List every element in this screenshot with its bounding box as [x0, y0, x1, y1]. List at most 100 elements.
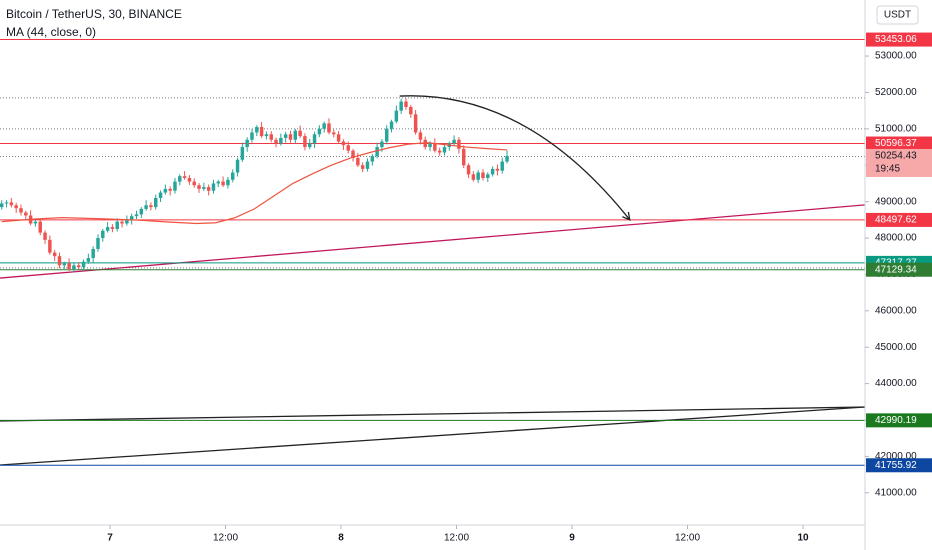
candle-body	[385, 128, 389, 142]
candle-body	[317, 128, 322, 135]
candle-body	[105, 227, 110, 231]
candle-body	[274, 139, 278, 144]
candle-body	[158, 192, 163, 198]
candle-body	[490, 168, 495, 175]
candle-body	[259, 127, 264, 137]
candle-body	[206, 187, 211, 191]
candle-body	[322, 123, 326, 129]
candle-body	[72, 265, 76, 269]
candle-body	[62, 263, 67, 266]
candle-body	[303, 136, 307, 148]
x-tick-label: 9	[569, 533, 575, 544]
candle-body	[0, 203, 4, 208]
candle-body	[356, 157, 360, 166]
candle-body	[139, 208, 144, 215]
x-tick-label: 10	[797, 533, 809, 544]
candle-body	[288, 134, 293, 140]
y-tick-label: 42000.00	[875, 451, 917, 462]
candle-body	[163, 188, 168, 193]
candle-body	[154, 197, 158, 208]
candle-body	[466, 165, 471, 175]
candle-body	[134, 214, 139, 217]
candle-body	[312, 134, 317, 144]
candle-body	[462, 148, 466, 166]
candle-body	[308, 143, 312, 148]
candle-body	[86, 258, 91, 262]
price-label: 42990.19	[875, 415, 917, 426]
candle-body	[197, 185, 201, 189]
currency-label[interactable]: USDT	[884, 10, 911, 21]
candle-body	[332, 132, 336, 135]
candle-body	[173, 181, 177, 191]
candle-body	[283, 134, 288, 138]
y-tick-label: 53000.00	[875, 51, 917, 62]
candle-body	[96, 238, 100, 249]
candle-body	[437, 150, 442, 153]
candle-body	[91, 248, 95, 259]
candle-body	[380, 141, 384, 148]
x-tick-label: 7	[107, 533, 113, 544]
moving-average	[1, 142, 508, 225]
candle-body	[433, 143, 437, 151]
last-price-bg	[866, 148, 932, 177]
candle-body	[442, 147, 447, 153]
candle-body	[365, 161, 370, 169]
price-axis: 41000.0042000.0043000.0044000.0045000.00…	[865, 32, 932, 498]
candle-body	[471, 174, 476, 180]
candle-body	[279, 137, 283, 144]
x-tick-label: 12:00	[213, 533, 238, 544]
candle-body	[341, 141, 346, 146]
candle-body	[264, 134, 269, 137]
candle-body	[476, 172, 480, 180]
candle-body	[240, 147, 245, 160]
candle-body	[428, 143, 432, 148]
candle-body	[211, 183, 216, 191]
candle-body	[216, 181, 221, 184]
chart-title: Bitcoin / TetherUS, 30, BINANCE	[6, 7, 182, 21]
price-label-bg	[866, 262, 932, 277]
candle-body	[221, 181, 225, 186]
candle-body	[110, 227, 115, 229]
x-tick-label: 12:00	[675, 533, 700, 544]
candle-body	[346, 145, 350, 151]
y-tick-label: 49000.00	[875, 196, 917, 207]
candle-body	[182, 176, 187, 178]
candle-body	[48, 239, 52, 253]
candle-body	[4, 202, 9, 204]
candle-body	[269, 134, 273, 140]
candle-body	[457, 139, 461, 149]
candle-body	[129, 216, 134, 220]
x-tick-label: 8	[338, 533, 344, 544]
last-price-label: 50254.43	[875, 151, 917, 162]
candle-body	[389, 121, 394, 129]
price-label: 47129.34	[875, 264, 917, 275]
price-label: 41755.92	[875, 460, 917, 471]
candle-body	[486, 174, 490, 178]
y-tick-label: 45000.00	[875, 342, 917, 353]
price-label-bg	[866, 212, 932, 227]
candle-body	[360, 165, 365, 169]
candle-body	[115, 221, 119, 229]
candle-body	[351, 150, 355, 158]
candle-body	[77, 265, 81, 268]
trend-line	[0, 406, 865, 422]
candle-body	[231, 172, 235, 180]
price-label-bg	[866, 136, 932, 151]
candle-body	[14, 205, 18, 209]
candle-body	[178, 176, 182, 182]
candle-body	[413, 114, 418, 133]
candle-body	[67, 263, 71, 269]
price-label-bg	[866, 413, 932, 428]
currency-button[interactable]	[876, 5, 919, 25]
x-tick-label: 12:00	[444, 533, 469, 544]
price-label-bg	[866, 458, 932, 473]
candle-body	[235, 159, 240, 173]
candle-body	[149, 205, 153, 208]
candle-body	[418, 132, 423, 140]
candle-body	[24, 212, 28, 216]
candle-body	[370, 156, 375, 162]
y-tick-label: 41000.00	[875, 487, 917, 498]
